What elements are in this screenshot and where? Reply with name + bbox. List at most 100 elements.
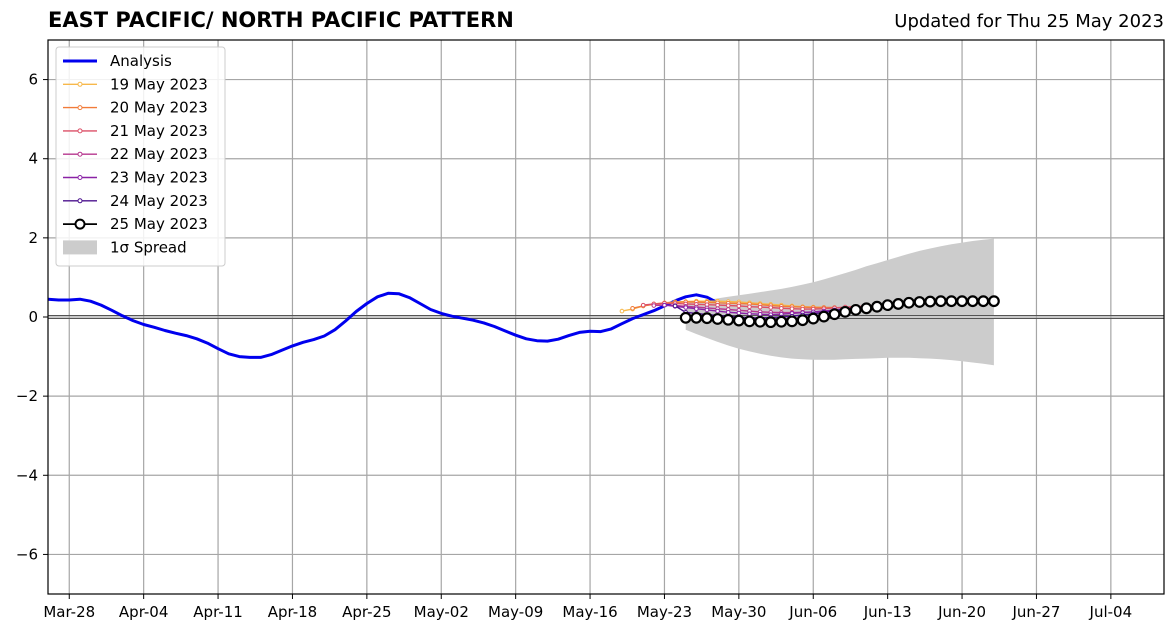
forecast-point [754,315,767,328]
legend-label: 20 May 2023 [110,99,208,117]
forecast-point [701,312,713,325]
x-tick-label: Jun-27 [1011,603,1060,621]
x-tick-label: Apr-25 [342,603,392,621]
forecast-point [892,298,905,310]
chart-subtitle: Updated for Thu 25 May 2023 [894,11,1164,32]
spread-area [685,238,994,366]
legend: Analysis 19 May 2023 20 May 2023 21 May 202… [55,46,226,267]
forecast-point [651,303,657,308]
legend-box [55,46,226,267]
forecast-point [956,295,968,308]
forecast-point [768,305,774,310]
legend-swatch-marker [77,198,83,204]
forecast-point [807,312,820,325]
forecast-point [747,304,752,310]
forecast-point [789,306,795,311]
legend-label: 21 May 2023 [110,122,208,140]
grid [48,40,1164,594]
legend-swatch-spread [63,240,97,255]
legend-swatch-marker [77,105,83,111]
legend-label: 25 May 2023 [110,215,208,233]
legend-swatch-marker [74,218,86,230]
forecast-point [715,308,720,314]
x-tick-label: May-23 [637,603,692,621]
forecast-point [966,295,979,308]
forecast-point [715,302,720,308]
forecast-point [775,315,788,328]
x-tick-label: Jun-20 [937,603,986,621]
forecast-point [711,313,724,325]
forecast-point [934,295,947,308]
legend-label: 24 May 2023 [110,192,208,210]
x-tick-label: Apr-11 [193,603,243,621]
y-tick-label: −6 [16,545,38,563]
forecast-point [630,305,635,311]
forecast-point [786,315,798,328]
forecast-point [672,303,678,309]
forecast-point [988,295,1000,308]
y-tick-label: 0 [28,308,38,326]
y-tick-label: 2 [28,229,38,247]
forecast-point [817,310,830,323]
legend-swatch-marker [77,175,83,180]
forecast-point [619,308,625,314]
zero-line [48,315,1164,319]
forecast-point [743,315,756,328]
forecast-point [913,296,926,308]
forecast-point [736,310,742,316]
axes: Mar-28 Apr-04 Apr-11 Apr-18 Apr-25 May-02 May-… [16,39,1165,621]
forecast-point [736,303,742,309]
forecast-point [903,296,915,309]
forecast-point [694,306,699,311]
analysis-line [48,291,719,359]
legend-label: 1σ Spread [110,238,187,256]
x-tick-label: May-09 [488,603,543,621]
x-tick-label: Jun-06 [788,603,837,621]
forecast-point [860,302,873,315]
legend-label: 22 May 2023 [110,145,208,163]
series [48,291,1000,359]
legend-label: 19 May 2023 [110,75,208,93]
forecast-point [764,316,777,329]
forecast-point [828,308,841,321]
forecast-point [796,314,809,327]
x-tick-label: Jul-04 [1089,603,1133,621]
forecast-point [757,304,763,310]
forecast-point [945,295,958,308]
x-tick-label: Jun-13 [863,603,912,621]
x-tick-label: Mar-28 [43,603,95,621]
forecast-point [924,295,937,308]
forecast-point [757,311,763,317]
x-tick-label: May-02 [414,603,469,621]
legend-label: 23 May 2023 [110,169,208,187]
forecast-point [640,302,646,308]
spread-band [685,238,994,366]
forecast-point [704,307,710,313]
y-tick-label: −2 [16,387,38,405]
forecast-point [747,311,752,317]
forecast-point [871,300,883,313]
legend-swatch-marker [77,81,83,87]
forecast-point [881,299,894,312]
y-tick-label: −4 [16,466,38,484]
forecast-point [722,313,735,326]
forecast-point [779,305,784,311]
x-tick-label: Apr-18 [268,603,318,621]
forecast-point [679,311,692,324]
x-tick-label: May-30 [711,603,766,621]
forecast-point [725,309,731,315]
x-tick-label: Apr-04 [119,603,169,621]
legend-label: Analysis [110,52,172,70]
forecast-point [662,302,667,308]
forecast-point [690,311,703,324]
forecast-point [732,314,745,327]
forecast-point [725,303,731,308]
chart-title: EAST PACIFIC/ NORTH PACIFIC PATTERN [48,8,514,32]
forecast-point [683,305,689,310]
x-tick-label: May-16 [562,603,617,621]
legend-swatch-marker [77,151,83,157]
forecast-point [849,303,862,316]
legend-swatch-marker [77,128,83,134]
y-tick-label: 6 [28,71,38,89]
